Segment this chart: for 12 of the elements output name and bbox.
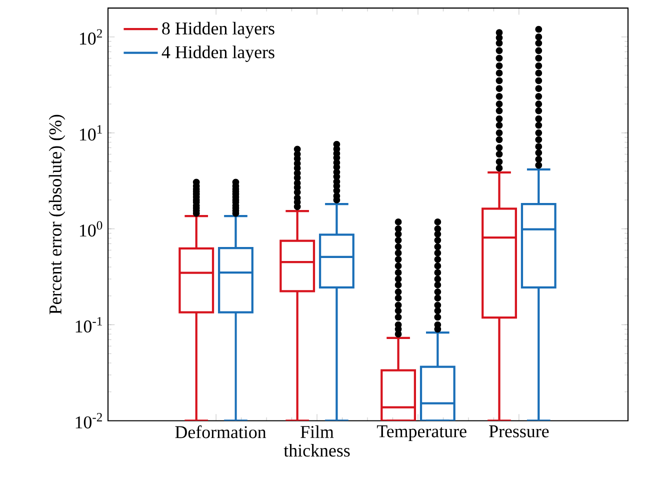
y-tick-label: 10$^{0}$ (80, 221, 102, 237)
x-tick-label: Temperature (376, 425, 466, 441)
x-tick-label: Film thickness (284, 425, 350, 457)
y-tick-label: 10$^{-2}$ (76, 413, 102, 428)
y-axis-title: Percent error (absolute) (%) (48, 114, 66, 314)
legend-label: 8 Hidden layers (162, 22, 274, 38)
legend-label: 4 Hidden layers (162, 46, 274, 62)
x-tick-label: Pressure (489, 425, 549, 438)
y-tick-label: 10$^{2}$ (80, 29, 102, 45)
y-tick-label: 10$^{-1}$ (76, 317, 102, 332)
x-tick-label: Deformation (175, 425, 266, 438)
y-tick-label: 10$^{1}$ (80, 125, 102, 141)
